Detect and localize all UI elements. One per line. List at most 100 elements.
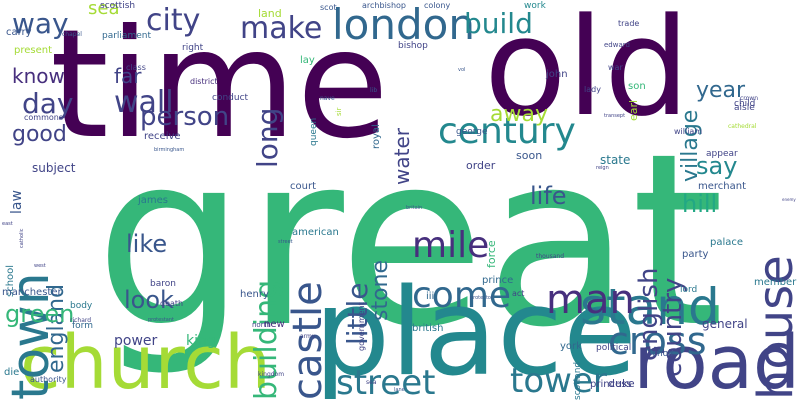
word-stone: stone xyxy=(368,259,393,321)
word-say: say xyxy=(696,152,738,180)
word-long: long xyxy=(251,107,284,168)
word-william: william xyxy=(674,127,703,136)
word-scotland: scotland xyxy=(573,361,583,400)
word-like: like xyxy=(126,230,168,258)
word-body: body xyxy=(70,301,93,311)
word-street: street xyxy=(278,239,293,245)
word-castle: castle xyxy=(285,281,331,400)
word-george: george xyxy=(456,127,488,137)
word-land: land xyxy=(258,7,282,20)
word-colony: colony xyxy=(424,1,451,10)
word-nave: nave xyxy=(320,95,335,102)
word-john: john xyxy=(546,69,568,80)
word-court: court xyxy=(290,181,316,192)
word-army: army xyxy=(300,333,316,340)
word-duke: duke xyxy=(608,377,635,390)
word-new: new xyxy=(264,319,285,330)
word-birmingham: birmingham xyxy=(154,147,185,153)
word-class: class xyxy=(126,63,146,72)
word-good: good xyxy=(12,122,67,147)
word-come: come xyxy=(412,275,512,316)
word-protector: protector xyxy=(470,295,494,301)
word-richard: richard xyxy=(70,317,92,324)
word-son: son xyxy=(628,81,646,92)
word-know: know xyxy=(12,64,65,88)
word-tower: tower xyxy=(510,361,607,400)
word-century: century xyxy=(438,111,576,152)
word-time: time xyxy=(50,0,389,172)
word-water: water xyxy=(390,128,414,185)
word-right: right xyxy=(182,43,204,53)
word-war: war xyxy=(608,63,623,72)
word-party: party xyxy=(682,249,709,260)
word-day: day xyxy=(22,87,74,120)
word-hill: hill xyxy=(682,190,718,218)
word-old: old xyxy=(484,0,690,146)
word-crown: crown xyxy=(740,95,759,102)
word-away: away xyxy=(490,102,548,127)
word-james: james xyxy=(138,195,169,206)
word-city: city xyxy=(146,3,201,38)
word-appear: appear xyxy=(706,149,738,159)
word-merchant: merchant xyxy=(698,181,747,192)
word-edward: edward xyxy=(604,41,630,49)
word-general: general xyxy=(702,317,748,331)
word-far: far xyxy=(114,64,142,88)
word-trade: trade xyxy=(618,19,640,28)
word-present: present xyxy=(14,45,53,56)
word-aisle: aisle xyxy=(734,103,755,113)
word-carry: carry xyxy=(6,27,32,38)
word-person: person xyxy=(140,102,230,132)
word-transept: transept xyxy=(604,113,626,119)
word-order: order xyxy=(466,159,496,172)
word-kingdom: kingdom xyxy=(258,371,285,378)
word-church: church xyxy=(20,320,271,400)
word-parliament: parliament xyxy=(102,31,151,41)
word-king: king xyxy=(186,333,216,349)
word-lib: lib xyxy=(370,87,378,94)
word-east: east xyxy=(2,221,13,227)
word-london: london xyxy=(332,0,475,49)
word-british: british xyxy=(412,323,444,334)
word-lady: lady xyxy=(584,85,601,94)
word-build: build xyxy=(464,7,533,40)
word-cathedral: cathedral xyxy=(728,123,757,130)
word-authority: authority xyxy=(30,375,67,384)
word-state: state xyxy=(600,153,631,167)
word-soon: soon xyxy=(516,149,543,162)
word-princess: princess xyxy=(590,379,632,390)
word-green: green xyxy=(5,300,75,328)
word-wall: wall xyxy=(114,85,174,120)
word-commons: commons xyxy=(24,113,64,122)
word-earl: earl xyxy=(627,99,640,121)
word-child: child xyxy=(734,99,756,109)
word-death: death xyxy=(160,299,184,308)
word-reign: reign xyxy=(596,165,609,171)
word-west: west xyxy=(34,263,46,269)
word-work: work xyxy=(524,1,546,11)
word-britain: britain xyxy=(406,205,423,211)
word-lord: lord xyxy=(680,285,698,295)
word-chapel: chapel xyxy=(62,31,82,38)
word-mile: mile xyxy=(412,225,490,266)
word-manchester: manchester xyxy=(2,287,62,298)
word-district: district xyxy=(190,77,218,86)
word-protestant: protestant xyxy=(148,317,174,323)
word-cross: cross xyxy=(608,319,707,363)
word-street: street xyxy=(336,363,436,400)
word-scottish: scottish xyxy=(100,1,136,11)
word-scot: scot xyxy=(320,3,337,12)
word-conduct: conduct xyxy=(212,93,249,103)
word-queen: queen xyxy=(309,117,319,146)
word-royal: royal xyxy=(371,124,382,149)
word-north: north xyxy=(252,321,271,329)
word-power: power xyxy=(114,333,158,349)
word-prince: prince xyxy=(482,275,514,286)
word-political: political xyxy=(596,343,632,353)
word-die: die xyxy=(4,367,20,378)
word-enemy: enemy xyxy=(782,197,796,202)
word-look: look xyxy=(124,286,174,314)
word-life: life xyxy=(530,182,567,210)
word-force: force xyxy=(485,240,498,268)
word-iii: iii xyxy=(426,291,435,302)
